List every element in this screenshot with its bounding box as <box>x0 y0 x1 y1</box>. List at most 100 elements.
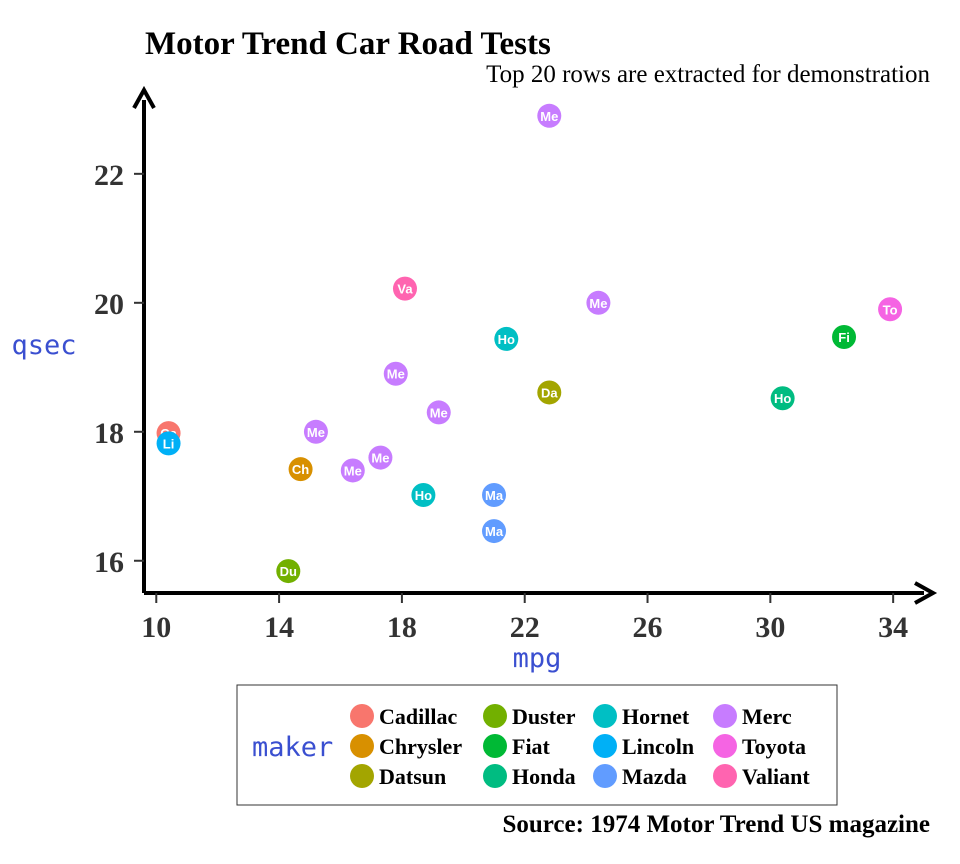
point-label: Ma <box>485 488 504 503</box>
data-point: Ho <box>411 482 436 507</box>
y-axis-arrow <box>132 85 156 109</box>
legend-item: Lincoln <box>593 734 694 759</box>
point-label: Ho <box>774 391 791 406</box>
legend-label: Duster <box>512 704 576 729</box>
legend-items: Cadillac Chrysler Datsun Duster Fiat Honda Hor… <box>350 704 810 789</box>
point-label: Me <box>307 425 325 440</box>
point-marker <box>276 559 301 584</box>
legend-key <box>593 734 617 758</box>
chart-subtitle: Top 20 rows are extracted for demonstrat… <box>486 61 930 88</box>
legend-key <box>350 734 374 758</box>
point-label: Me <box>344 463 362 478</box>
data-point: To <box>878 297 903 322</box>
point-marker <box>288 457 313 482</box>
legend-label: Mazda <box>622 764 687 789</box>
x-tick-label: 30 <box>755 611 785 644</box>
point-label: Ch <box>292 462 309 477</box>
point-label: Fi <box>838 330 850 345</box>
chart-caption: Source: 1974 Motor Trend US magazine <box>502 811 930 838</box>
y-tick-label: 22 <box>94 159 124 192</box>
data-point: Va <box>392 276 417 301</box>
legend-key <box>350 704 374 728</box>
data-point: Me <box>368 445 393 470</box>
point-marker <box>426 400 451 425</box>
y-tick-label: 16 <box>94 546 124 579</box>
data-point: Me <box>383 361 408 386</box>
data-point: Da <box>537 380 562 405</box>
point-marker <box>832 324 857 349</box>
legend-label: Honda <box>512 764 576 789</box>
data-points: MaMaDaHoHoVaDuMeMeMeMeMeMeMeCaLiChFiHoTo <box>156 103 903 584</box>
legend-label: Chrysler <box>379 734 462 759</box>
point-label: Me <box>589 296 607 311</box>
legend-item: Cadillac <box>350 704 457 729</box>
point-label: Da <box>541 385 558 400</box>
data-point: Ho <box>494 326 519 351</box>
legend-item: Fiat <box>483 734 551 759</box>
x-tick-label: 26 <box>633 611 663 644</box>
data-point: Du <box>276 559 301 584</box>
point-marker <box>770 386 795 411</box>
point-label: Ma <box>485 524 504 539</box>
legend-label: Lincoln <box>622 734 694 759</box>
point-marker <box>303 419 328 444</box>
point-label: Me <box>371 451 389 466</box>
data-point: Me <box>426 400 451 425</box>
legend-label: Toyota <box>742 734 806 759</box>
y-ticks: 16 18 20 22 <box>94 159 144 579</box>
data-point: Ma <box>482 482 507 507</box>
legend-label: Merc <box>742 704 792 729</box>
legend-key <box>713 764 737 788</box>
legend-item: Honda <box>483 764 576 789</box>
data-point: Me <box>340 458 365 483</box>
data-point: Ho <box>770 386 795 411</box>
x-axis-title: mpg <box>513 643 562 674</box>
data-point: Ch <box>288 457 313 482</box>
legend-item: Toyota <box>713 734 806 759</box>
point-marker <box>368 445 393 470</box>
legend-label: Hornet <box>622 704 690 729</box>
point-label: Va <box>397 282 413 297</box>
data-point: Ma <box>482 519 507 544</box>
legend: maker Cadillac Chrysler Datsun Duster Fiat Ho… <box>236 684 838 806</box>
point-marker <box>383 361 408 386</box>
legend-item: Chrysler <box>350 734 462 759</box>
legend-key <box>483 764 507 788</box>
legend-key <box>713 704 737 728</box>
point-label: Me <box>540 109 558 124</box>
point-label: Li <box>163 436 175 451</box>
legend-title: maker <box>252 732 333 763</box>
x-ticks: 10 14 18 22 26 30 34 <box>141 593 908 644</box>
legend-key <box>350 764 374 788</box>
data-point: Me <box>537 103 562 128</box>
legend-key <box>483 734 507 758</box>
x-axis-arrow <box>914 581 938 605</box>
legend-label: Datsun <box>379 764 446 789</box>
point-label: Me <box>430 405 448 420</box>
legend-key <box>483 704 507 728</box>
point-marker <box>482 519 507 544</box>
point-marker <box>537 103 562 128</box>
legend-item: Merc <box>713 704 792 729</box>
x-tick-label: 34 <box>878 611 908 644</box>
legend-item: Mazda <box>593 764 687 789</box>
legend-item: Hornet <box>593 704 690 729</box>
point-marker <box>482 482 507 507</box>
data-point: Fi <box>832 324 857 349</box>
data-point: Me <box>586 290 611 315</box>
x-tick-label: 14 <box>264 611 294 644</box>
y-axis-title: qsec <box>11 330 76 361</box>
legend-item: Valiant <box>713 764 810 789</box>
axes <box>132 85 938 605</box>
point-label: Du <box>280 564 297 579</box>
point-marker <box>586 290 611 315</box>
legend-key <box>593 704 617 728</box>
legend-item: Duster <box>483 704 576 729</box>
legend-key <box>713 734 737 758</box>
point-marker <box>156 431 181 456</box>
point-marker <box>392 276 417 301</box>
data-point: Me <box>303 419 328 444</box>
point-marker <box>494 326 519 351</box>
point-marker <box>411 482 436 507</box>
